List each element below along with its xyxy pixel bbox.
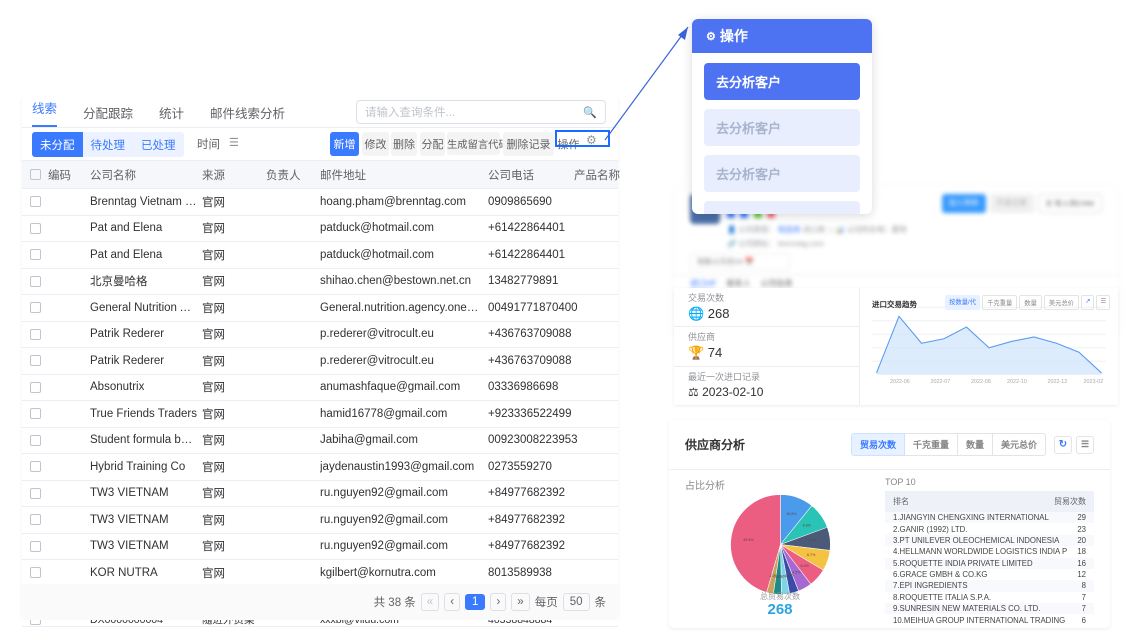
svg-text:2022-08: 2022-08 xyxy=(971,379,991,385)
svg-text:2.2%: 2.2% xyxy=(769,574,778,578)
svg-text:2023-02: 2023-02 xyxy=(1084,379,1104,385)
svg-text:2022-12: 2022-12 xyxy=(1048,379,1068,385)
svg-text:6.0%: 6.0% xyxy=(800,564,809,568)
svg-text:8.6%: 8.6% xyxy=(802,524,811,528)
svg-text:10.8%: 10.8% xyxy=(786,512,797,516)
svg-text:2022-07: 2022-07 xyxy=(931,379,951,385)
svg-text:2022-10: 2022-10 xyxy=(1007,379,1027,385)
svg-text:45.5%: 45.5% xyxy=(743,538,754,542)
svg-text:2022-06: 2022-06 xyxy=(890,379,910,385)
svg-text:7.5%: 7.5% xyxy=(808,539,817,543)
svg-text:4.5%: 4.5% xyxy=(792,571,801,575)
svg-text:6.7%: 6.7% xyxy=(806,553,815,557)
